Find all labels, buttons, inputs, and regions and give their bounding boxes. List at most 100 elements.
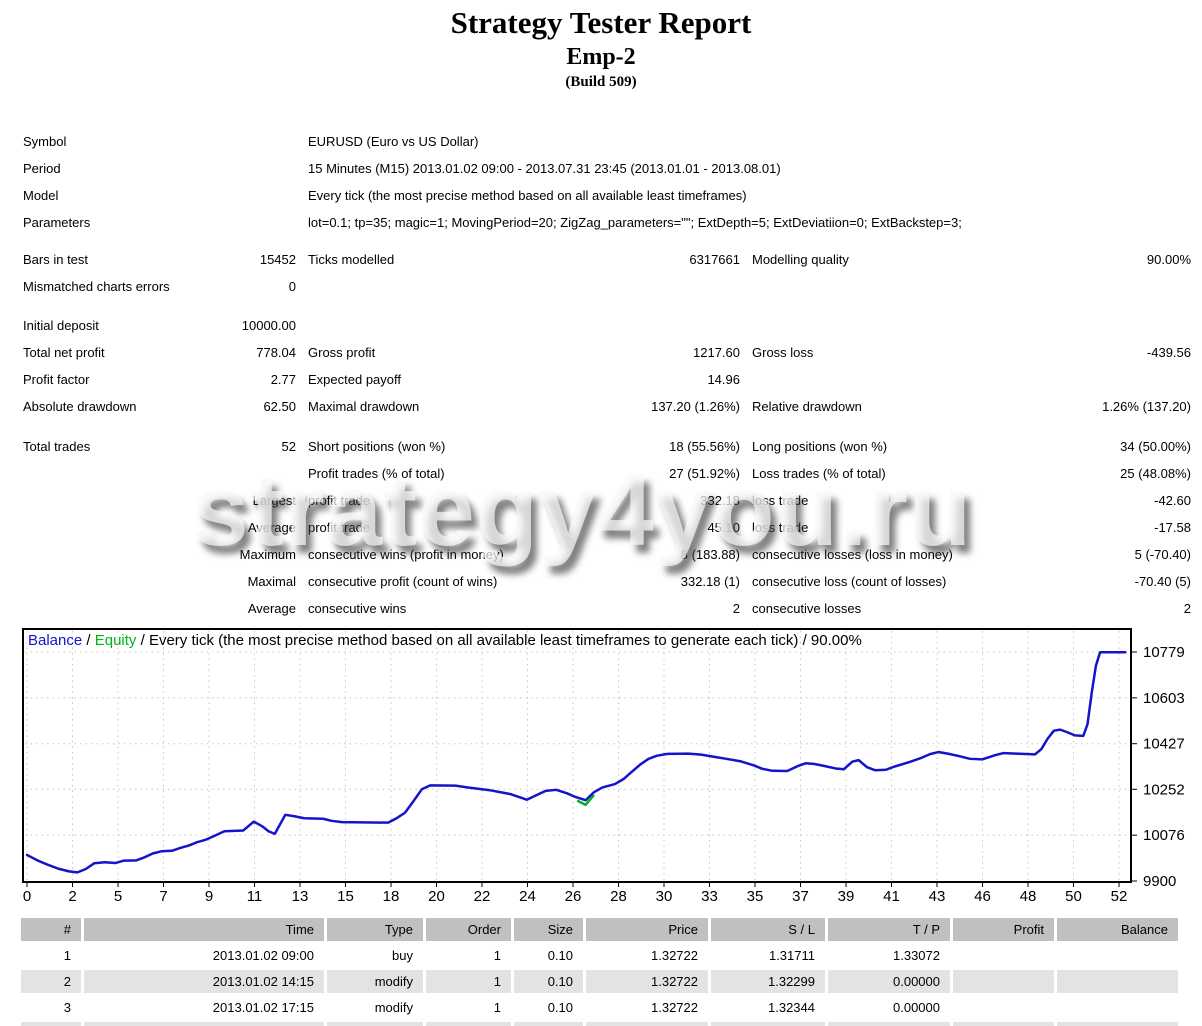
cell: 2013.01.02 17:15 — [212, 1000, 314, 1015]
table-row — [21, 1022, 1178, 1026]
stat-label: Maximal drawdown — [308, 399, 420, 414]
stat-label: Gross loss — [752, 345, 814, 360]
x-tick-label: 13 — [292, 888, 309, 905]
stat-value: 90.00% — [1146, 252, 1191, 267]
cell — [327, 1022, 423, 1026]
y-tick-label: 10779 — [1143, 644, 1185, 661]
cell: 1.32722 — [651, 1000, 698, 1015]
x-tick-label: 28 — [610, 888, 627, 905]
stat-label: profit trade — [308, 520, 371, 535]
info-label: Period — [23, 161, 61, 176]
stat-value: 27 (51.92%) — [669, 466, 740, 481]
info-label: Model — [23, 188, 59, 203]
trade-stats-section: Total trades 52 Short positions (won %) 18 … — [23, 433, 1191, 622]
stat-label: Initial deposit — [23, 318, 99, 333]
stat-value: 45.10 — [707, 520, 740, 535]
stat-label: Short positions (won %) — [308, 439, 446, 454]
column-header: Order — [426, 918, 511, 941]
stat-value: Largest — [252, 493, 296, 508]
stat-value: 34 (50.00%) — [1120, 439, 1191, 454]
cell: modify — [327, 970, 423, 993]
info-value: Every tick (the most precise method base… — [308, 188, 747, 203]
cell — [84, 1022, 324, 1026]
stat-value: 332.18 (1) — [680, 574, 740, 589]
stat-value: 2 — [1183, 601, 1191, 616]
x-tick-label: 9 — [205, 888, 213, 905]
stat-label: loss trade — [752, 520, 809, 535]
x-tick-label: 48 — [1020, 888, 1037, 905]
stat-label: loss trade — [752, 493, 809, 508]
info-label: Symbol — [23, 134, 67, 149]
stat-value: -17.58 — [1154, 520, 1191, 535]
column-header: # — [21, 918, 81, 941]
stat-label: Bars in test — [23, 252, 89, 267]
stat-label: consecutive losses — [752, 601, 862, 616]
column-header: Time — [84, 918, 324, 941]
stat-value: 52 — [281, 439, 296, 454]
stat-value: 6317661 — [689, 252, 740, 267]
x-tick-label: 37 — [792, 888, 809, 905]
column-header: Size — [514, 918, 583, 941]
stat-value: 15452 — [259, 252, 296, 267]
stat-label: consecutive losses (loss in money) — [752, 547, 953, 562]
stat-value: Average — [247, 520, 296, 535]
cell: 0.10 — [547, 948, 573, 963]
cell — [1057, 996, 1178, 1019]
cell — [1057, 970, 1178, 993]
table-row: 2 2013.01.02 14:15 modify 1 0.10 1.32722 1.322… — [21, 970, 1178, 993]
x-tick-label: 41 — [883, 888, 900, 905]
cell: 0.10 — [547, 1000, 573, 1015]
stat-label: consecutive wins (profit in money) — [308, 547, 504, 562]
column-header: Price — [586, 918, 708, 941]
stat-label: Mismatched charts errors — [23, 279, 170, 294]
x-tick-label: 43 — [929, 888, 946, 905]
stat-value: 2.77 — [270, 372, 296, 387]
cell — [1057, 944, 1178, 967]
stat-label: Gross profit — [308, 345, 376, 360]
stat-row: Total trades 52 Short positions (won %) 18 … — [23, 433, 1191, 460]
stat-value: Maximal — [247, 574, 296, 589]
equity-line — [576, 794, 595, 807]
balance-line — [25, 651, 1127, 874]
x-tick-label: 35 — [747, 888, 764, 905]
y-tick-label: 10076 — [1143, 827, 1185, 844]
info-row: Symbol EURUSD (Euro vs US Dollar) — [23, 128, 1191, 155]
cell — [953, 996, 1054, 1019]
page-title: Strategy Tester Report — [450, 5, 752, 40]
cell: 2013.01.02 09:00 — [212, 948, 314, 963]
x-tick-label: 0 — [23, 888, 31, 905]
column-header: Profit — [953, 918, 1054, 941]
x-tick-label: 18 — [383, 888, 400, 905]
stat-value: 62.50 — [263, 399, 296, 414]
balance-equity-graph: 0 2 5 7 9 11 13 15 18 20 22 24 26 28 30 33 35 37 39 41 43 46 4… — [22, 628, 1185, 905]
stat-row: Average profit trade 45.10 loss trade -17.58 — [23, 514, 1191, 541]
expert-name: Emp-2 — [566, 44, 636, 70]
stat-row: Profit factor 2.77 Expected payoff 14.96 — [23, 366, 1191, 393]
report-header: Strategy Tester Report Emp-2 (Build 509) — [0, 4, 1202, 92]
cell: 1 — [426, 970, 511, 993]
modelling-stats-section: Bars in test 15452 Ticks modelled 6317661 Mo… — [23, 246, 1191, 300]
balance-chart: 0 2 5 7 9 11 13 15 18 20 22 24 26 28 30 33 35 37 39 41 43 46 4… — [22, 628, 1202, 916]
x-tick-label: 30 — [656, 888, 673, 905]
cell: 1 — [493, 1000, 501, 1015]
x-tick-label: 24 — [519, 888, 536, 905]
stat-value: 137.20 (1.26%) — [651, 399, 740, 414]
stat-value: 2 — [732, 601, 740, 616]
info-value: lot=0.1; tp=35; magic=1; MovingPeriod=20… — [308, 215, 962, 230]
cell: 0.10 — [514, 970, 583, 993]
y-tick-label: 9900 — [1143, 873, 1176, 890]
stat-value: 0 — [288, 279, 296, 294]
x-tick-label: 22 — [474, 888, 491, 905]
cell: 1.32299 — [711, 970, 825, 993]
stat-value: 1217.60 — [693, 345, 740, 360]
stat-row: Mismatched charts errors 0 — [23, 273, 1191, 300]
x-tick-label: 7 — [159, 888, 167, 905]
cell: modify — [374, 1000, 413, 1015]
stat-row: Average consecutive wins 2 consecutive loss… — [23, 595, 1191, 622]
cell: 1 — [493, 948, 501, 963]
stat-row: Maximal consecutive profit (count of wins… — [23, 568, 1191, 595]
cell: 1.33072 — [893, 948, 940, 963]
cell: 3 — [63, 1000, 71, 1015]
x-tick-label: 15 — [337, 888, 354, 905]
